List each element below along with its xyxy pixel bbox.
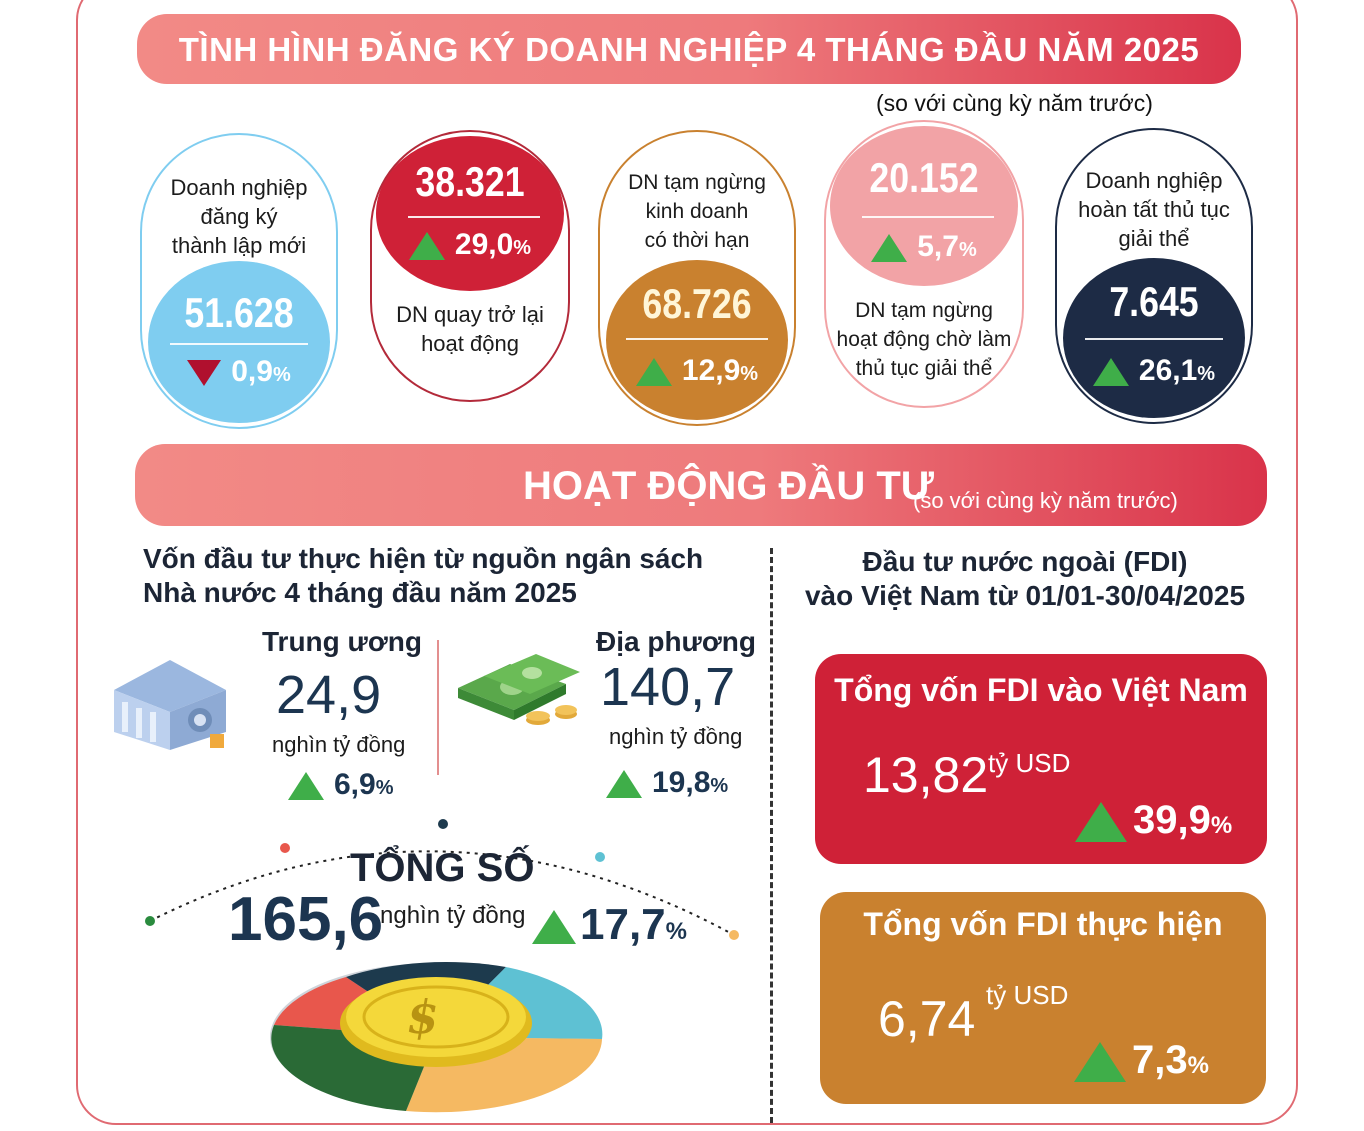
stat-label-line: DN tạm ngừng: [628, 171, 766, 194]
stat-returned-businesses: 38.321 29,0% DN quay trở lại hoạt động: [370, 130, 570, 402]
down-arrow-icon: [187, 360, 222, 387]
stat-change: 29,0%: [376, 228, 564, 262]
total-value: 165,6: [228, 885, 384, 954]
dotted-arc-decoration: [145, 819, 739, 940]
stat-label-line: DN tạm ngừng: [855, 299, 993, 322]
investment-banner: HOẠT ĐỘNG ĐẦU TƯ (so với cùng kỳ năm trư…: [135, 444, 1267, 526]
fdi-registered-label: Tổng vốn FDI vào Việt Nam: [834, 672, 1248, 708]
local-value: 140,7: [600, 657, 736, 717]
fdi-realized-value: 6,74: [878, 991, 976, 1047]
section-separator: [770, 548, 773, 1123]
stat-label-line: đăng ký: [200, 204, 278, 229]
stat-value: 38.321: [415, 158, 525, 205]
stat-awaiting-dissolution: 20.152 5,7% DN tạm ngừng hoạt động chờ l…: [824, 120, 1024, 408]
local-unit: nghìn tỷ đồng: [609, 724, 743, 749]
money-stack-icon: [458, 654, 580, 725]
local-change: 19,8%: [606, 766, 728, 800]
stat-value: 68.726: [642, 280, 752, 327]
central-unit: nghìn tỷ đồng: [272, 732, 406, 757]
stat-label-line: hoạt động: [421, 331, 519, 356]
fdi-registered-value: 13,82: [863, 747, 989, 803]
stat-suspended-businesses: DN tạm ngừng kinh doanh có thời hạn 68.7…: [598, 130, 796, 426]
stat-circle: 51.628 0,9%: [148, 261, 330, 423]
stat-circle: 68.726 12,9%: [606, 260, 788, 420]
fdi-realized-unit: tỷ USD: [986, 980, 1069, 1010]
stat-change: 5,7%: [830, 230, 1018, 264]
stat-label-line: thủ tục giải thể: [855, 357, 993, 380]
donut-coin-graphic: $: [270, 962, 603, 1113]
fdi-realized-card: Tổng vốn FDI thực hiện 6,74 tỷ USD 7,3%: [820, 892, 1266, 1104]
total-change: 17,7%: [532, 900, 687, 950]
stat-label-line: hoàn tất thủ tục: [1078, 197, 1230, 222]
page-title: TÌNH HÌNH ĐĂNG KÝ DOANH NGHIỆP 4 THÁNG Đ…: [178, 31, 1200, 68]
stat-value: 7.645: [1109, 278, 1199, 325]
budget-title: Vốn đầu tư thực hiện từ nguồn ngân sách …: [143, 543, 704, 608]
local-label: Địa phương: [596, 626, 756, 657]
central-label: Trung ương: [262, 626, 422, 657]
divider: [437, 640, 439, 775]
up-arrow-icon: [1092, 358, 1129, 387]
stat-value: 51.628: [184, 289, 294, 336]
stat-circle: 7.645 26,1%: [1063, 258, 1245, 418]
bank-building-icon: [114, 660, 226, 750]
up-arrow-icon: [288, 772, 324, 801]
stat-change: 0,9%: [148, 355, 330, 389]
header-banner: TÌNH HÌNH ĐĂNG KÝ DOANH NGHIỆP 4 THÁNG Đ…: [137, 14, 1241, 84]
stat-label-line: kinh doanh: [645, 200, 749, 223]
central-value: 24,9: [276, 665, 382, 725]
fdi-registered-card: Tổng vốn FDI vào Việt Nam 13,82 tỷ USD 3…: [815, 654, 1267, 864]
stat-value: 20.152: [869, 154, 979, 201]
stat-label-line: Doanh nghiệp: [170, 175, 308, 200]
stat-change: 26,1%: [1063, 354, 1245, 388]
up-arrow-icon: [1075, 802, 1127, 843]
up-arrow-icon: [635, 358, 672, 387]
up-arrow-icon: [532, 910, 576, 945]
header-note: (so với cùng kỳ năm trước): [876, 90, 1153, 116]
fdi-realized-label: Tổng vốn FDI thực hiện: [863, 906, 1223, 942]
stat-label-line: Doanh nghiệp: [1085, 168, 1223, 193]
up-arrow-icon: [871, 234, 908, 263]
fdi-realized-change: 7,3%: [1074, 1038, 1209, 1083]
investment-note: (so với cùng kỳ năm trước): [913, 488, 1178, 513]
central-change: 6,9%: [288, 768, 394, 802]
up-arrow-icon: [1074, 1042, 1126, 1083]
fdi-title: Đầu tư nước ngoài (FDI) vào Việt Nam từ …: [804, 546, 1246, 611]
stat-label-line: hoạt động chờ làm: [836, 328, 1012, 351]
stat-change: 12,9%: [606, 354, 788, 388]
stat-label-line: giải thể: [1118, 226, 1190, 251]
stat-label-line: thành lập mới: [171, 233, 307, 258]
stat-new-businesses: Doanh nghiệp đăng ký thành lập mới 51.62…: [140, 133, 338, 429]
up-arrow-icon: [606, 770, 642, 799]
stat-label-line: DN quay trở lại: [396, 302, 544, 327]
stat-circle: 20.152 5,7%: [830, 126, 1018, 286]
stat-dissolved-businesses: Doanh nghiệp hoàn tất thủ tục giải thể 7…: [1055, 128, 1253, 424]
investment-title: HOẠT ĐỘNG ĐẦU TƯ: [523, 464, 934, 508]
total-label: TỔNG SỐ: [350, 846, 535, 890]
stat-label-line: có thời hạn: [644, 229, 750, 252]
fdi-registered-change: 39,9%: [1075, 798, 1232, 843]
up-arrow-icon: [408, 232, 445, 261]
total-unit: nghìn tỷ đồng: [380, 902, 526, 929]
stat-circle: 38.321 29,0%: [376, 136, 564, 291]
page-frame: [76, 0, 1298, 1125]
fdi-registered-unit: tỷ USD: [988, 748, 1071, 778]
